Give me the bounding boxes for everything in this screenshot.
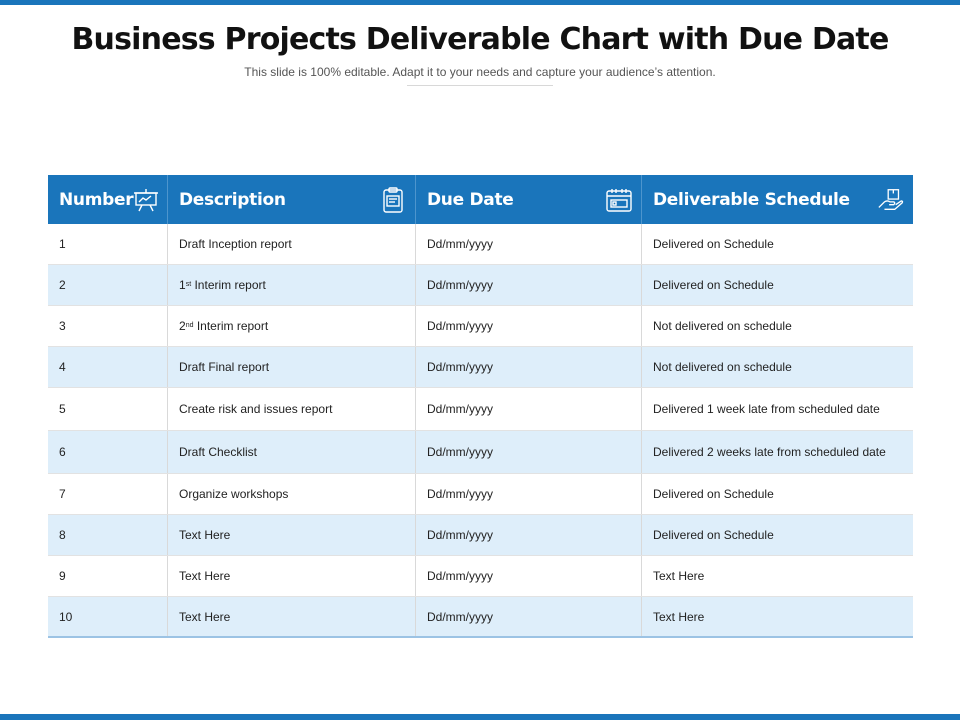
bottom-accent-bar (0, 714, 960, 720)
header-label: Due Date (427, 189, 514, 210)
deliverable-table: Number Description (48, 175, 913, 638)
cell-number: 9 (48, 556, 168, 596)
slide-subtitle: This slide is 100% editable. Adapt it to… (244, 65, 716, 79)
header-due-date: Due Date (416, 175, 642, 224)
description-text: Interim report (191, 278, 266, 292)
clipboard-icon (379, 186, 407, 214)
table-header-row: Number Description (48, 175, 913, 224)
header-label: Description (179, 189, 286, 210)
table-row: 10 Text Here Dd/mm/yyyy Text Here (48, 597, 913, 638)
cell-number: 3 (48, 306, 168, 346)
cell-schedule: Text Here (653, 569, 705, 583)
cell-description: Draft Inception report (168, 224, 416, 264)
table-row: 8 Text Here Dd/mm/yyyy Delivered on Sche… (48, 515, 913, 556)
header-label: Deliverable Schedule (653, 189, 850, 210)
cell-description: Organize workshops (168, 474, 416, 514)
cell-number: 10 (48, 597, 168, 636)
cell-due-date: Dd/mm/yyyy (416, 306, 642, 346)
slide-title: Business Projects Deliverable Chart with… (71, 22, 889, 57)
cell-due-date: Dd/mm/yyyy (416, 388, 642, 430)
cell-due-date: Dd/mm/yyyy (416, 597, 642, 636)
header-number: Number (48, 175, 168, 224)
cell-schedule: Delivered 2 weeks late from scheduled da… (653, 445, 886, 459)
cell-description: Text Here (168, 515, 416, 555)
description-ordinal: 2 (179, 319, 186, 333)
presentation-board-icon (133, 186, 159, 214)
cell-due-date: Dd/mm/yyyy (416, 265, 642, 305)
table-row: 9 Text Here Dd/mm/yyyy Text Here (48, 556, 913, 597)
cell-due-date: Dd/mm/yyyy (416, 515, 642, 555)
cell-number: 4 (48, 347, 168, 387)
table-row: 5 Create risk and issues report Dd/mm/yy… (48, 388, 913, 431)
cell-description: Draft Final report (168, 347, 416, 387)
cell-number: 1 (48, 224, 168, 264)
subtitle-divider (407, 85, 553, 86)
cell-due-date: Dd/mm/yyyy (416, 556, 642, 596)
table-row: 7 Organize workshops Dd/mm/yyyy Delivere… (48, 474, 913, 515)
header-description: Description (168, 175, 416, 224)
cell-schedule: Delivered on Schedule (653, 237, 774, 251)
top-accent-bar (0, 0, 960, 5)
table-row: 1 Draft Inception report Dd/mm/yyyy Deli… (48, 224, 913, 265)
cell-due-date: Dd/mm/yyyy (416, 224, 642, 264)
cell-number: 6 (48, 431, 168, 473)
calendar-icon (605, 186, 633, 214)
cell-number: 5 (48, 388, 168, 430)
cell-number: 2 (48, 265, 168, 305)
cell-number: 8 (48, 515, 168, 555)
table-row: 4 Draft Final report Dd/mm/yyyy Not deli… (48, 347, 913, 388)
delivery-hand-icon (877, 186, 905, 214)
cell-description: Text Here (168, 556, 416, 596)
description-ordinal: 1 (179, 278, 186, 292)
table-row: 6 Draft Checklist Dd/mm/yyyy Delivered 2… (48, 431, 913, 474)
header-label: Number (59, 189, 134, 210)
cell-description: Text Here (168, 597, 416, 636)
cell-schedule: Delivered 1 week late from scheduled dat… (653, 402, 880, 416)
cell-schedule: Delivered on Schedule (653, 278, 774, 292)
cell-number: 7 (48, 474, 168, 514)
cell-schedule: Text Here (653, 609, 705, 624)
description-text: Interim report (193, 319, 269, 333)
cell-schedule: Delivered on Schedule (653, 487, 774, 501)
header-deliverable-schedule: Deliverable Schedule (642, 175, 913, 224)
cell-schedule: Delivered on Schedule (653, 528, 774, 542)
cell-due-date: Dd/mm/yyyy (416, 431, 642, 473)
cell-schedule: Not delivered on schedule (653, 319, 792, 333)
cell-due-date: Dd/mm/yyyy (416, 347, 642, 387)
cell-schedule: Not delivered on schedule (653, 360, 792, 374)
cell-description: Create risk and issues report (168, 388, 416, 430)
cell-description: Draft Checklist (168, 431, 416, 473)
cell-due-date: Dd/mm/yyyy (416, 474, 642, 514)
